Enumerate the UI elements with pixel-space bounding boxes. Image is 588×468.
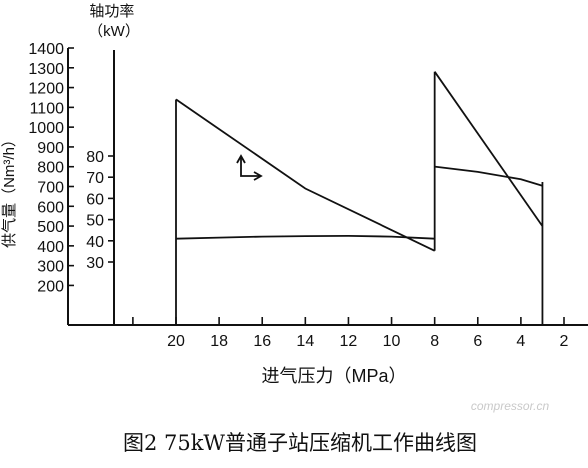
y-right-tick-label: 80	[86, 149, 104, 166]
x-tick-label: 4	[516, 333, 525, 350]
watermark: compressor.cn	[471, 399, 550, 413]
y-right-label-line2: （kW）	[88, 23, 140, 40]
x-tick-label: 6	[473, 333, 482, 350]
series-left-segment-1	[175, 98, 436, 252]
y-left-tick-label: 1000	[28, 120, 64, 137]
x-ticks: 20 18 16 14 12 10 8 6 4 2	[132, 317, 569, 350]
y-left-tick-label: 300	[37, 259, 64, 276]
y-left-tick-label: 1300	[28, 61, 64, 78]
y-right-tick-label: 70	[86, 170, 104, 187]
y-right-label-line1: 轴功率	[89, 3, 134, 20]
series-left-segment-2	[433, 71, 544, 227]
series-right-segment-1	[175, 234, 435, 240]
chart-axes	[67, 48, 588, 326]
arrow-symbol	[236, 154, 263, 181]
y-left-ticks: 200 300 400 500 600 700 800 900 1000 1100 1200 1300…	[28, 41, 74, 295]
y-left-tick-label: 1100	[30, 100, 65, 117]
y-right-tick-label: 40	[86, 234, 104, 251]
x-tick-label: 2	[560, 333, 569, 350]
x-tick-label: 8	[430, 333, 439, 350]
y-right-tick-label: 50	[86, 213, 104, 230]
x-label: 进气压力（MPa）	[261, 366, 406, 386]
x-tick-label: 20	[167, 333, 185, 350]
y-right-ticks: 30 40 50 60 70 80	[86, 149, 114, 272]
y-left-label: 供气量（Nm³/h）	[1, 132, 18, 248]
y-left-tick-label: 400	[37, 239, 64, 256]
y-left-tick-label: 500	[37, 219, 64, 236]
y-left-tick-label: 1200	[28, 81, 64, 98]
y-left-tick-label: 900	[37, 140, 64, 157]
figure-caption: 图2 75kW普通子站压缩机工作曲线图	[123, 431, 477, 455]
series-right-segment-2	[434, 165, 543, 187]
y-left-tick-label: 800	[37, 160, 64, 177]
y-left-tick-label: 200	[37, 278, 64, 295]
y-right-tick-label: 60	[86, 191, 104, 208]
x-tick-label: 16	[253, 333, 271, 350]
y-right-label: 轴功率 （kW）	[88, 3, 140, 40]
y-left-tick-label: 1400	[28, 41, 64, 58]
x-tick-label: 12	[340, 333, 358, 350]
vertical-markers	[175, 71, 544, 325]
y-left-tick-label: 700	[37, 180, 64, 197]
x-tick-label: 18	[210, 333, 228, 350]
y-left-tick-label: 600	[37, 199, 64, 216]
x-tick-label: 10	[383, 333, 401, 350]
series-lines	[175, 71, 544, 252]
y-right-tick-label: 30	[86, 255, 104, 272]
x-tick-label: 14	[296, 333, 314, 350]
